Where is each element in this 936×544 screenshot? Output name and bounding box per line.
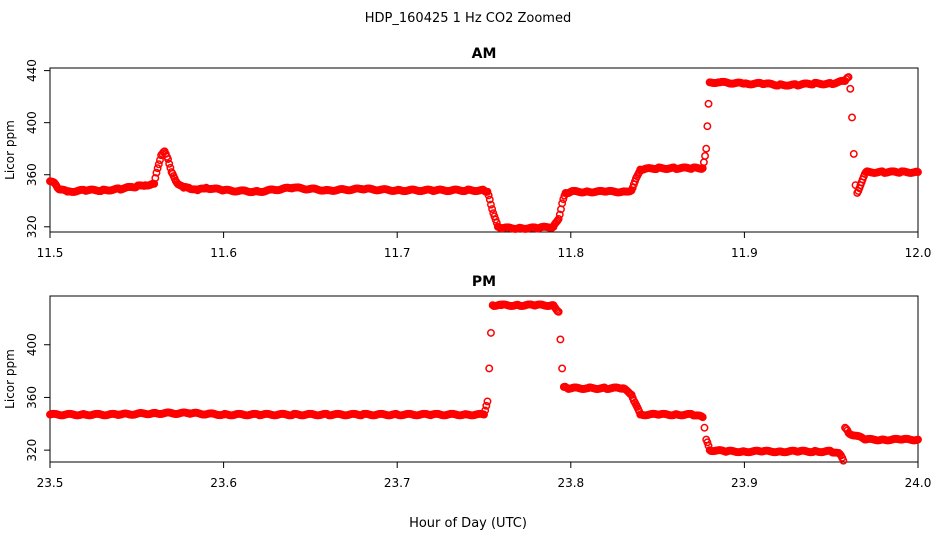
data-point xyxy=(485,195,494,204)
data-point xyxy=(844,73,853,82)
data-point xyxy=(164,155,172,164)
panel-2: PM Licor ppm 23.5 23.6 23.7 23.8 23.9 24.0 320 36… xyxy=(3,274,931,490)
panels: AM Licor ppm 11.5 11.6 11.7 11.8 11.9 12.0 320 36… xyxy=(3,46,931,490)
data-point xyxy=(700,423,709,432)
data-point xyxy=(152,168,161,177)
panel-title: AM xyxy=(472,46,497,62)
data-point xyxy=(849,149,858,158)
y-tick-label: 360 xyxy=(25,386,39,409)
x-tick-label: 11.8 xyxy=(557,246,584,260)
x-tick-label: 23.9 xyxy=(731,476,758,490)
data-point xyxy=(848,113,856,122)
y-tick-label: 440 xyxy=(25,59,39,82)
data-point xyxy=(704,99,713,108)
data-point xyxy=(702,144,711,153)
data-point xyxy=(554,307,563,316)
plot-frame xyxy=(49,295,919,463)
data-point xyxy=(154,160,163,169)
data-point xyxy=(484,191,493,200)
data-point xyxy=(555,210,564,219)
data-point xyxy=(703,122,712,131)
data-point xyxy=(914,168,922,177)
x-tick-label: 23.7 xyxy=(384,476,411,490)
data-point xyxy=(486,328,495,337)
x-tick-label: 11.5 xyxy=(37,246,64,260)
data-point xyxy=(914,435,922,444)
y-tick-label: 320 xyxy=(25,215,39,238)
data-point xyxy=(155,156,164,165)
data-point xyxy=(480,410,488,419)
y-tick-label: 400 xyxy=(25,333,39,356)
data-point xyxy=(481,406,490,415)
data-point xyxy=(701,151,710,160)
data-point xyxy=(165,159,174,168)
data-point xyxy=(483,187,492,196)
y-tick-label: 320 xyxy=(25,439,39,462)
y-tick-label: 400 xyxy=(25,111,39,134)
x-tick-label: 24.0 xyxy=(905,476,932,490)
y-tick-label: 360 xyxy=(25,163,39,186)
plot-frame xyxy=(49,67,919,233)
x-tick-label: 11.9 xyxy=(731,246,758,260)
data-point xyxy=(488,205,497,213)
data-point xyxy=(839,456,848,465)
x-tick-label: 11.6 xyxy=(210,246,237,260)
x-tick-label: 23.8 xyxy=(557,476,584,490)
data-point xyxy=(554,215,563,223)
data-point xyxy=(482,401,491,410)
data-point xyxy=(558,364,567,373)
y-axis-label: Licor ppm xyxy=(3,349,17,409)
x-tick-label: 23.6 xyxy=(210,476,237,490)
figure-xlabel: Hour of Day (UTC) xyxy=(409,516,527,531)
x-tick-label: 11.7 xyxy=(384,246,411,260)
panel-1: AM Licor ppm 11.5 11.6 11.7 11.8 11.9 12.0 320 36… xyxy=(3,46,931,260)
data-point xyxy=(153,164,162,173)
y-axis-label: Licor ppm xyxy=(3,120,17,180)
data-point xyxy=(558,199,567,208)
data-point xyxy=(703,438,712,447)
data-point xyxy=(151,174,160,183)
data-point xyxy=(483,397,492,406)
data-point xyxy=(486,200,495,209)
x-tick-label: 23.5 xyxy=(37,476,64,490)
x-tick-label: 12.0 xyxy=(905,246,932,260)
panel-title: PM xyxy=(472,274,496,290)
data-point xyxy=(556,335,565,344)
data-point xyxy=(846,84,855,93)
data-point xyxy=(698,413,707,422)
data-point xyxy=(485,364,494,373)
figure-title: HDP_160425 1 Hz CO2 Zoomed xyxy=(365,11,571,26)
